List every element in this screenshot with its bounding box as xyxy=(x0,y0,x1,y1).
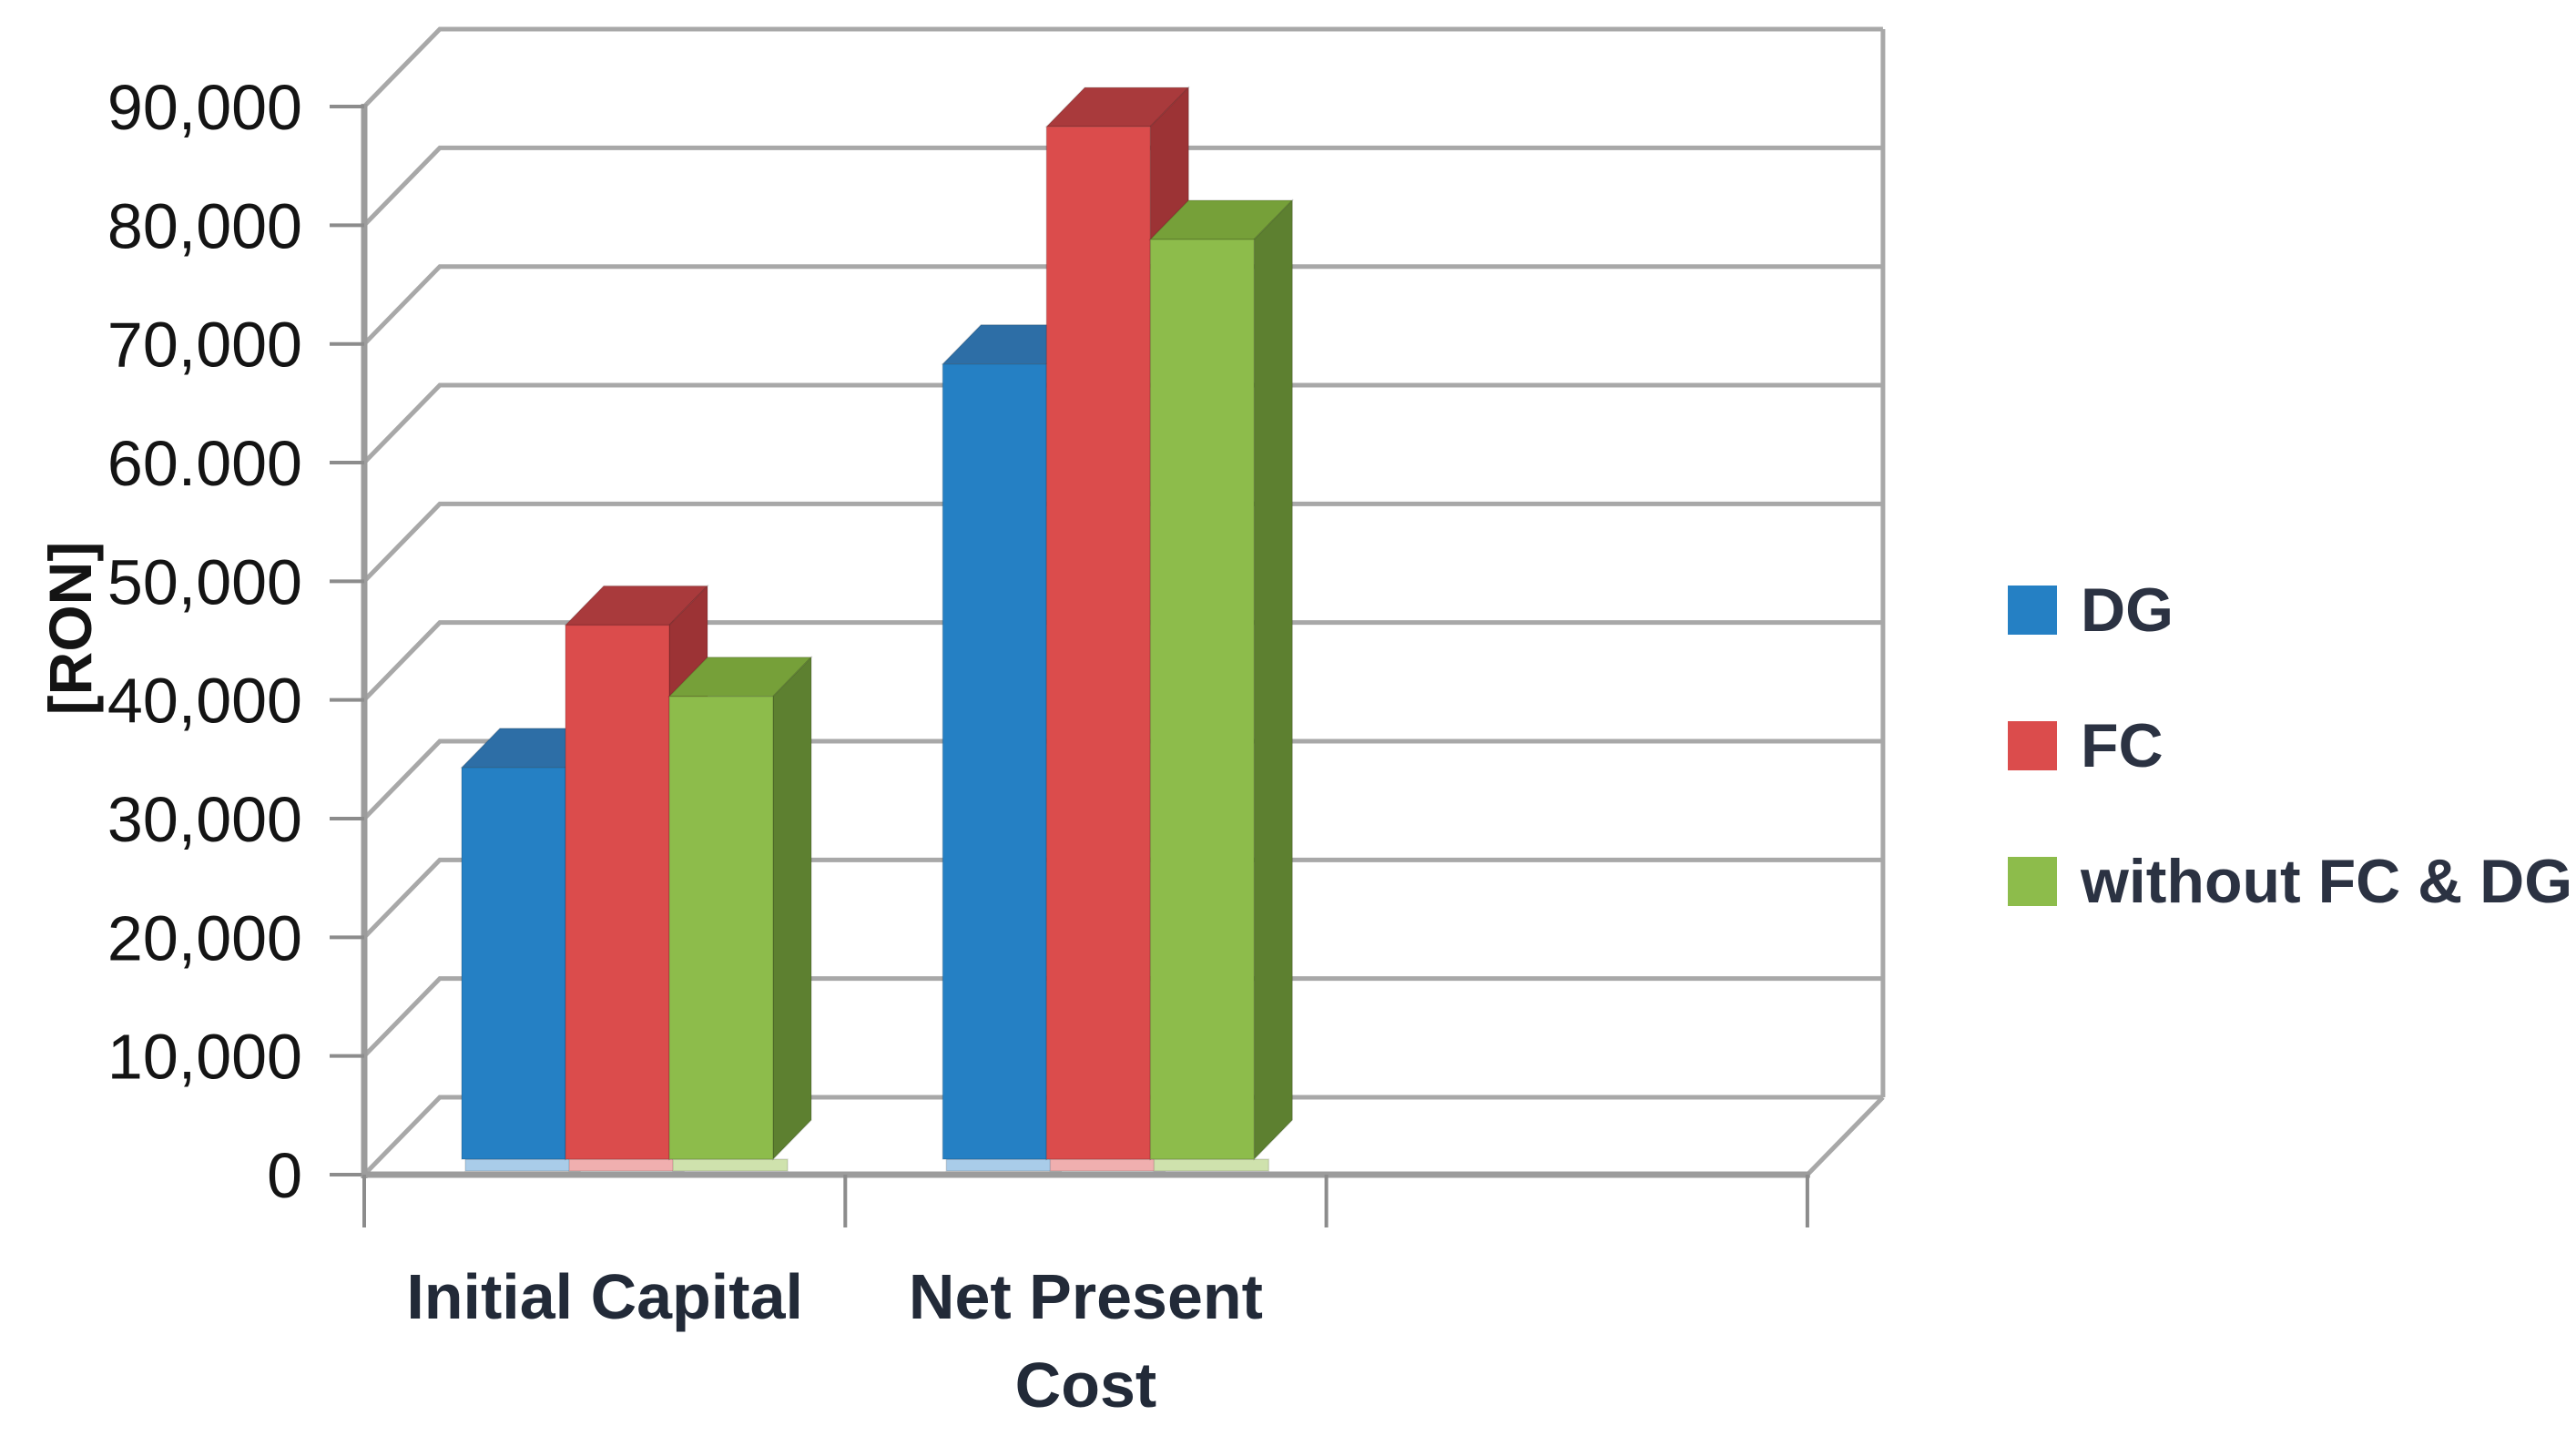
bar-side-face xyxy=(772,655,812,1161)
bar-base xyxy=(945,1158,1063,1172)
gridline xyxy=(362,620,1883,702)
y-tick-label: 0 xyxy=(267,1140,302,1211)
y-tick-label: 20,000 xyxy=(107,902,302,973)
bar-front-face xyxy=(668,695,774,1160)
y-tick-label: 80,000 xyxy=(107,190,302,261)
bar-without-fc-dg xyxy=(667,655,813,1172)
bar-base xyxy=(1153,1158,1270,1172)
legend-item-without-fc-dg: without FC & DG xyxy=(2008,850,2572,912)
bar-front-face xyxy=(461,767,566,1160)
bar-front-face xyxy=(1149,239,1256,1160)
floor-right-edge xyxy=(1806,1095,1885,1176)
legend-swatch-dg xyxy=(2008,586,2057,635)
bar-front-face xyxy=(942,363,1048,1160)
bar-side-face xyxy=(1253,199,1294,1161)
legend-label-dg: DG xyxy=(2081,575,2174,645)
legend-item-dg: DG xyxy=(2008,579,2572,641)
gridline xyxy=(362,145,1883,228)
gridline xyxy=(362,857,1883,940)
y-tick-label: 60.000 xyxy=(107,428,302,499)
y-tick-label: 40,000 xyxy=(107,666,302,737)
legend-item-fc: FC xyxy=(2008,715,2572,777)
bar-base xyxy=(672,1158,789,1172)
y-axis-title: [RON] xyxy=(36,542,104,716)
legend-label-without-fc-dg: without FC & DG xyxy=(2081,847,2573,916)
y-tick-label: 30,000 xyxy=(107,784,302,855)
legend-swatch-without-fc-dg xyxy=(2008,857,2057,906)
legend-swatch-fc xyxy=(2008,721,2057,770)
bar-base xyxy=(1049,1158,1166,1172)
category-label: Initial Capital xyxy=(406,1261,803,1332)
bar-front-face xyxy=(565,624,670,1160)
gridline xyxy=(362,26,1883,108)
gridline xyxy=(362,382,1883,464)
bar-base xyxy=(464,1158,581,1172)
gridline xyxy=(362,1095,1883,1176)
legend: DG FC without FC & DG xyxy=(2008,579,2572,912)
y-tick-label: 50,000 xyxy=(107,546,302,617)
y-tick-label: 90,000 xyxy=(107,72,302,143)
y-tick-label: 70,000 xyxy=(107,310,302,381)
bar-base xyxy=(568,1158,685,1172)
bar-front-face xyxy=(1045,126,1152,1160)
gridline xyxy=(362,738,1883,820)
category-label: Net Present xyxy=(909,1261,1263,1332)
bar-without-fc-dg xyxy=(1148,199,1295,1172)
gridline xyxy=(362,501,1883,584)
category-label: Cost xyxy=(1015,1349,1157,1421)
legend-label-fc: FC xyxy=(2081,711,2164,780)
y-tick-label: 10,000 xyxy=(107,1022,302,1093)
gridline xyxy=(362,976,1883,1058)
gridline xyxy=(362,264,1883,346)
